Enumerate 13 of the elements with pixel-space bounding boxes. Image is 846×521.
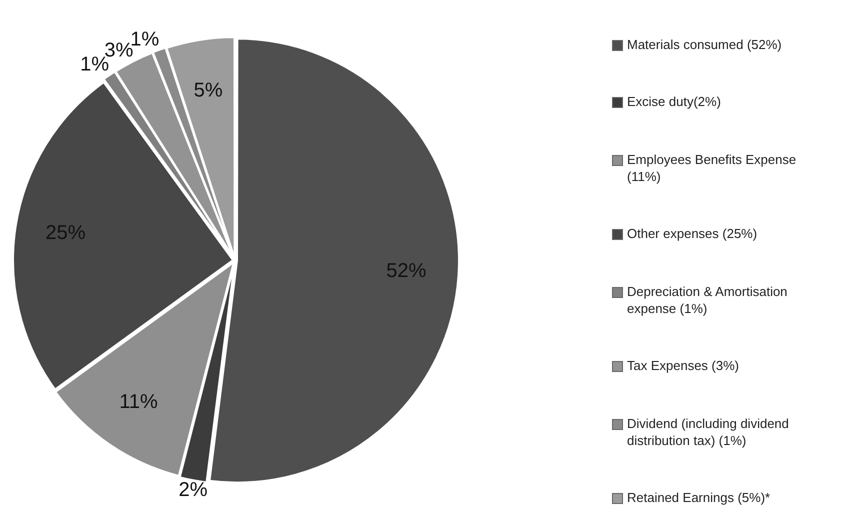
legend-label: Excise duty(2%)	[627, 93, 721, 110]
legend-label: Retained Earnings (5%)*	[627, 488, 770, 506]
data-label: 52%	[386, 260, 426, 282]
data-label: 2%	[178, 479, 208, 502]
legend-label: Materials consumed (52%)	[627, 36, 782, 53]
legend-label: Employees Benefits Expense (11%)	[627, 150, 798, 185]
data-label: 5%	[194, 80, 223, 102]
legend-label: Depreciation & Amortisation expense (1%)	[627, 282, 788, 317]
data-label: 11%	[119, 390, 158, 413]
data-label: 3%	[104, 39, 134, 62]
legend-label: Dividend (including dividend distribution tax) (1%)	[627, 414, 790, 449]
legend-label: Tax Expenses (3%)	[627, 357, 739, 374]
legend-label: Other expenses (25%)	[627, 225, 758, 242]
